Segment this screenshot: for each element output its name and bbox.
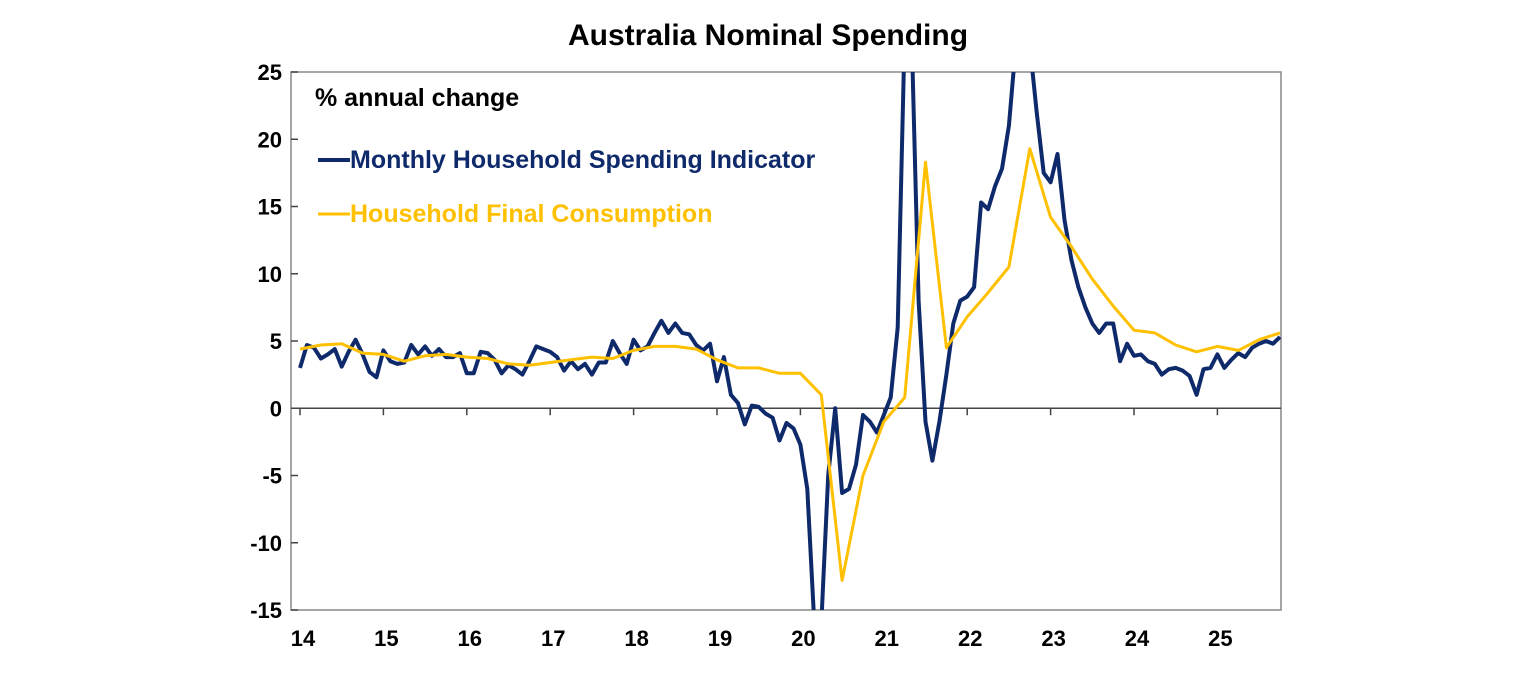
legend-label-hfce: Household Final Consumption (350, 200, 712, 228)
series-line-hfce (299, 147, 1281, 582)
x-tick-label: 24 (1125, 626, 1150, 651)
y-axis-label: % annual change (315, 84, 519, 112)
x-tick-label: 25 (1208, 626, 1232, 651)
y-tick-label: 10 (258, 262, 282, 287)
y-tick-label: 25 (258, 60, 282, 85)
x-tick-label: 23 (1041, 626, 1065, 651)
chart-title: Australia Nominal Spending (568, 19, 968, 52)
y-tick-label: 0 (270, 396, 282, 421)
y-tick-label: 20 (258, 127, 282, 152)
y-tick-label: -10 (250, 531, 282, 556)
x-tick-label: 14 (291, 626, 316, 651)
x-tick-label: 17 (541, 626, 565, 651)
y-tick-label: -15 (250, 598, 282, 623)
legend-item-mhsi: Monthly Household Spending Indicator (318, 146, 816, 174)
x-tick-label: 15 (374, 626, 398, 651)
y-tick-label: -5 (262, 464, 282, 489)
x-tick-label: 21 (875, 626, 899, 651)
x-tick-label: 16 (458, 626, 482, 651)
y-tick-label: 5 (270, 329, 282, 354)
x-tick-label: 18 (624, 626, 648, 651)
y-tick-label: 15 (258, 195, 282, 220)
legend: Monthly Household Spending Indicator Hou… (318, 146, 816, 228)
x-tick-label: 19 (708, 626, 732, 651)
series-line-mhsi (298, 72, 1281, 610)
x-tick-label: 20 (791, 626, 815, 651)
legend-item-hfce: Household Final Consumption (318, 200, 712, 228)
legend-label-mhsi: Monthly Household Spending Indicator (350, 146, 816, 174)
x-tick-label: 22 (958, 626, 982, 651)
